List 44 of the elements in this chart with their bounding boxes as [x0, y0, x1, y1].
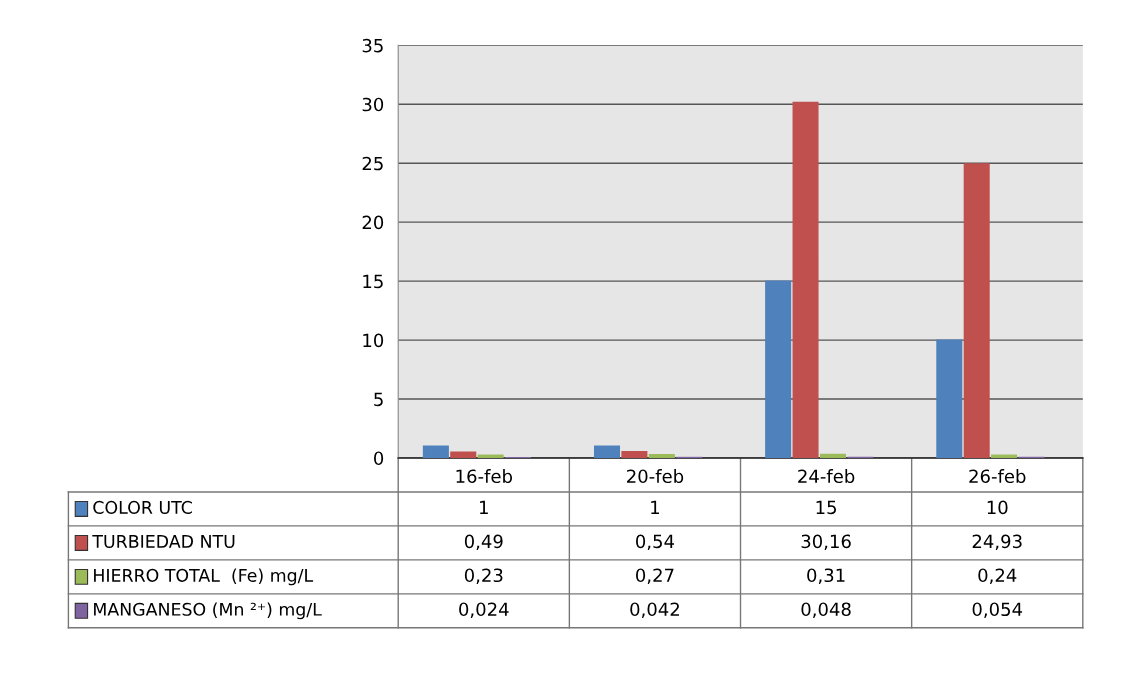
data-label: 0,024: [459, 602, 509, 618]
data-label: 30,16: [801, 534, 851, 550]
x-tick-label: 16-feb: [456, 469, 512, 484]
data-label: 0,54: [636, 534, 675, 550]
legend-label: MANGANESO (Mn ²⁺) mg/L: [94, 602, 322, 620]
data-label: 0,31: [807, 568, 845, 584]
data-label: 0,23: [464, 568, 503, 584]
data-label: 0,048: [801, 602, 851, 618]
data-label: 1: [480, 500, 488, 514]
data-label: 24,93: [972, 534, 1022, 550]
y-tick-label: 25: [362, 156, 383, 171]
bar: [648, 454, 675, 458]
bar: [963, 163, 990, 458]
y-tick-label: 15: [363, 274, 383, 289]
data-label: 0,24: [978, 568, 1017, 584]
legend-label: HIERRO TOTAL (Fe) mg/L: [94, 568, 314, 586]
legend-label: TURBIEDAD NTU: [92, 535, 235, 548]
bar: [765, 280, 792, 458]
x-tick-label: 24-feb: [798, 469, 855, 484]
bar: [936, 339, 963, 458]
y-tick-label: 30: [362, 97, 384, 112]
data-label: 0,49: [464, 534, 503, 550]
x-tick-label: 20-feb: [627, 469, 684, 484]
data-label: 0,042: [630, 602, 679, 618]
y-tick-label: 5: [374, 392, 383, 407]
data-label: 0,27: [636, 568, 674, 584]
y-tick-label: 35: [362, 38, 383, 53]
bar: [792, 101, 819, 458]
bar: [819, 453, 846, 458]
bar: [593, 445, 621, 458]
data-label: 1: [651, 500, 660, 514]
bar: [991, 454, 1018, 458]
y-tick-label: 10: [363, 333, 384, 348]
x-tick-label: 26-feb: [969, 469, 1026, 484]
bar: [477, 454, 504, 458]
y-tick-label: 0: [374, 451, 384, 466]
data-label: 15: [816, 500, 836, 515]
bar: [422, 445, 449, 458]
bar: [621, 450, 648, 458]
legend-label: COLOR UTC: [93, 500, 192, 514]
data-label: 0,054: [972, 602, 1023, 618]
y-tick-label: 20: [362, 215, 384, 230]
bar: [450, 451, 477, 458]
data-label: 10: [987, 500, 1008, 515]
